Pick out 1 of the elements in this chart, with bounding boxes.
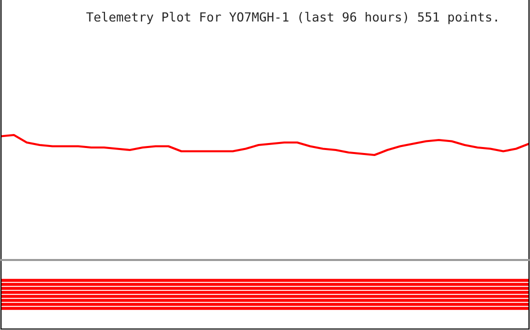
chart-title: Telemetry Plot For YO7MGH-1 (last 96 hours) 551 points. xyxy=(86,12,497,24)
